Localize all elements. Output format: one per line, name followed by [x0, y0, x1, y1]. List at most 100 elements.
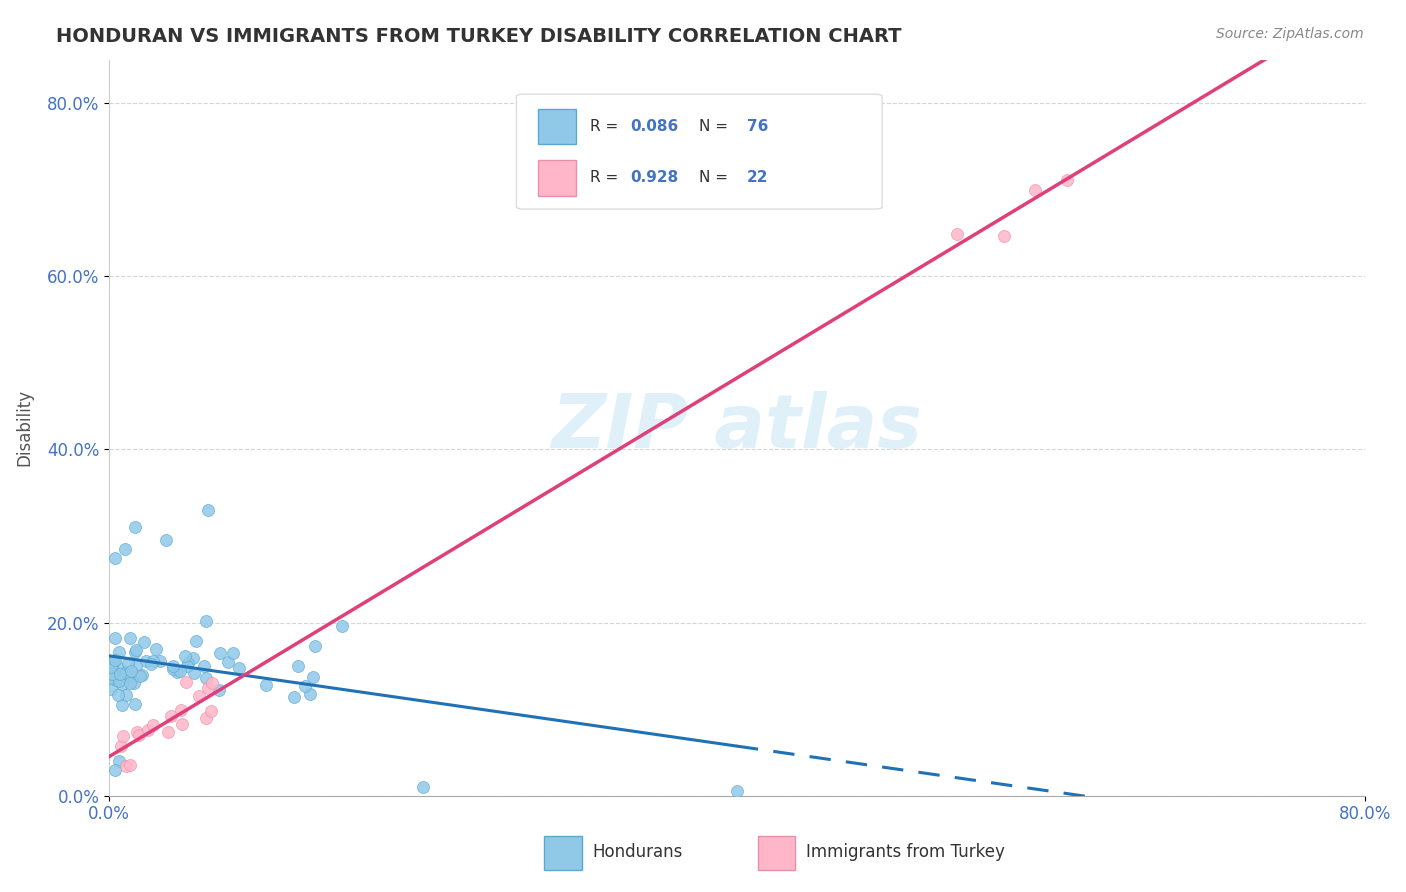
Point [117, 656, 139, 670]
Point [100, 670, 122, 684]
Point [330, 619, 353, 633]
Point [124, 520, 146, 534]
Point [124, 676, 146, 690]
Point [103, 670, 125, 684]
Point [145, 642, 167, 657]
Point [169, 703, 191, 717]
Point [177, 656, 200, 670]
Point [132, 634, 155, 648]
Point [118, 758, 141, 772]
Point [304, 639, 326, 653]
Point [124, 643, 146, 657]
Point [993, 229, 1015, 244]
Point [104, 673, 127, 687]
Point [254, 678, 277, 692]
Point [142, 654, 165, 668]
Point [228, 661, 250, 675]
Point [107, 688, 129, 702]
Point [124, 645, 146, 659]
Point [111, 729, 134, 743]
Point [186, 633, 208, 648]
Point [121, 664, 143, 678]
Point [945, 227, 967, 241]
Y-axis label: Disability: Disability [15, 389, 32, 467]
Point [197, 503, 219, 517]
Point [194, 614, 217, 628]
Point [169, 665, 191, 679]
Point [149, 654, 172, 668]
Point [114, 541, 136, 556]
Point [1024, 183, 1046, 197]
Point [299, 687, 322, 701]
Text: Hondurans: Hondurans [592, 843, 682, 861]
Point [197, 681, 219, 695]
Point [111, 698, 134, 713]
Point [141, 657, 163, 672]
Point [101, 655, 124, 669]
Point [157, 725, 180, 739]
Point [103, 666, 125, 681]
Point [188, 689, 211, 703]
FancyBboxPatch shape [758, 837, 796, 870]
Point [195, 672, 218, 686]
Point [294, 680, 316, 694]
Point [104, 763, 127, 777]
Point [108, 661, 131, 675]
Point [194, 711, 217, 725]
Point [110, 739, 132, 753]
Point [174, 675, 197, 690]
Point [283, 690, 305, 705]
Point [301, 670, 323, 684]
FancyBboxPatch shape [544, 837, 582, 870]
Point [201, 676, 224, 690]
Point [124, 697, 146, 711]
Point [114, 759, 136, 773]
Point [100, 660, 122, 674]
Point [101, 666, 124, 681]
Point [183, 666, 205, 681]
Point [135, 654, 157, 668]
Point [136, 723, 159, 737]
Point [100, 681, 122, 696]
Point [125, 659, 148, 673]
Point [108, 645, 131, 659]
Point [118, 670, 141, 684]
Point [193, 658, 215, 673]
Point [217, 655, 239, 669]
Text: ZIP atlas: ZIP atlas [551, 392, 922, 464]
Point [222, 646, 245, 660]
Point [128, 728, 150, 742]
Point [1056, 173, 1078, 187]
Text: Immigrants from Turkey: Immigrants from Turkey [806, 843, 1005, 861]
Point [162, 658, 184, 673]
Point [155, 533, 177, 548]
Point [103, 654, 125, 668]
Point [725, 784, 748, 798]
Point [100, 662, 122, 676]
Point [181, 650, 204, 665]
Point [100, 671, 122, 685]
Point [115, 665, 138, 679]
Point [173, 649, 195, 664]
Point [166, 665, 188, 679]
Point [142, 718, 165, 732]
Point [114, 689, 136, 703]
Point [108, 673, 131, 688]
Point [209, 646, 232, 660]
Text: Source: ZipAtlas.com: Source: ZipAtlas.com [1216, 27, 1364, 41]
Point [172, 717, 194, 731]
Point [128, 668, 150, 682]
Point [208, 682, 231, 697]
Point [108, 754, 131, 768]
Point [287, 659, 309, 673]
Point [104, 632, 127, 646]
Point [108, 667, 131, 681]
Point [120, 631, 142, 645]
Point [159, 709, 181, 723]
Point [111, 676, 134, 690]
Point [131, 668, 153, 682]
Point [162, 662, 184, 676]
Point [104, 550, 127, 565]
Point [200, 704, 222, 718]
Text: HONDURAN VS IMMIGRANTS FROM TURKEY DISABILITY CORRELATION CHART: HONDURAN VS IMMIGRANTS FROM TURKEY DISAB… [56, 27, 901, 45]
